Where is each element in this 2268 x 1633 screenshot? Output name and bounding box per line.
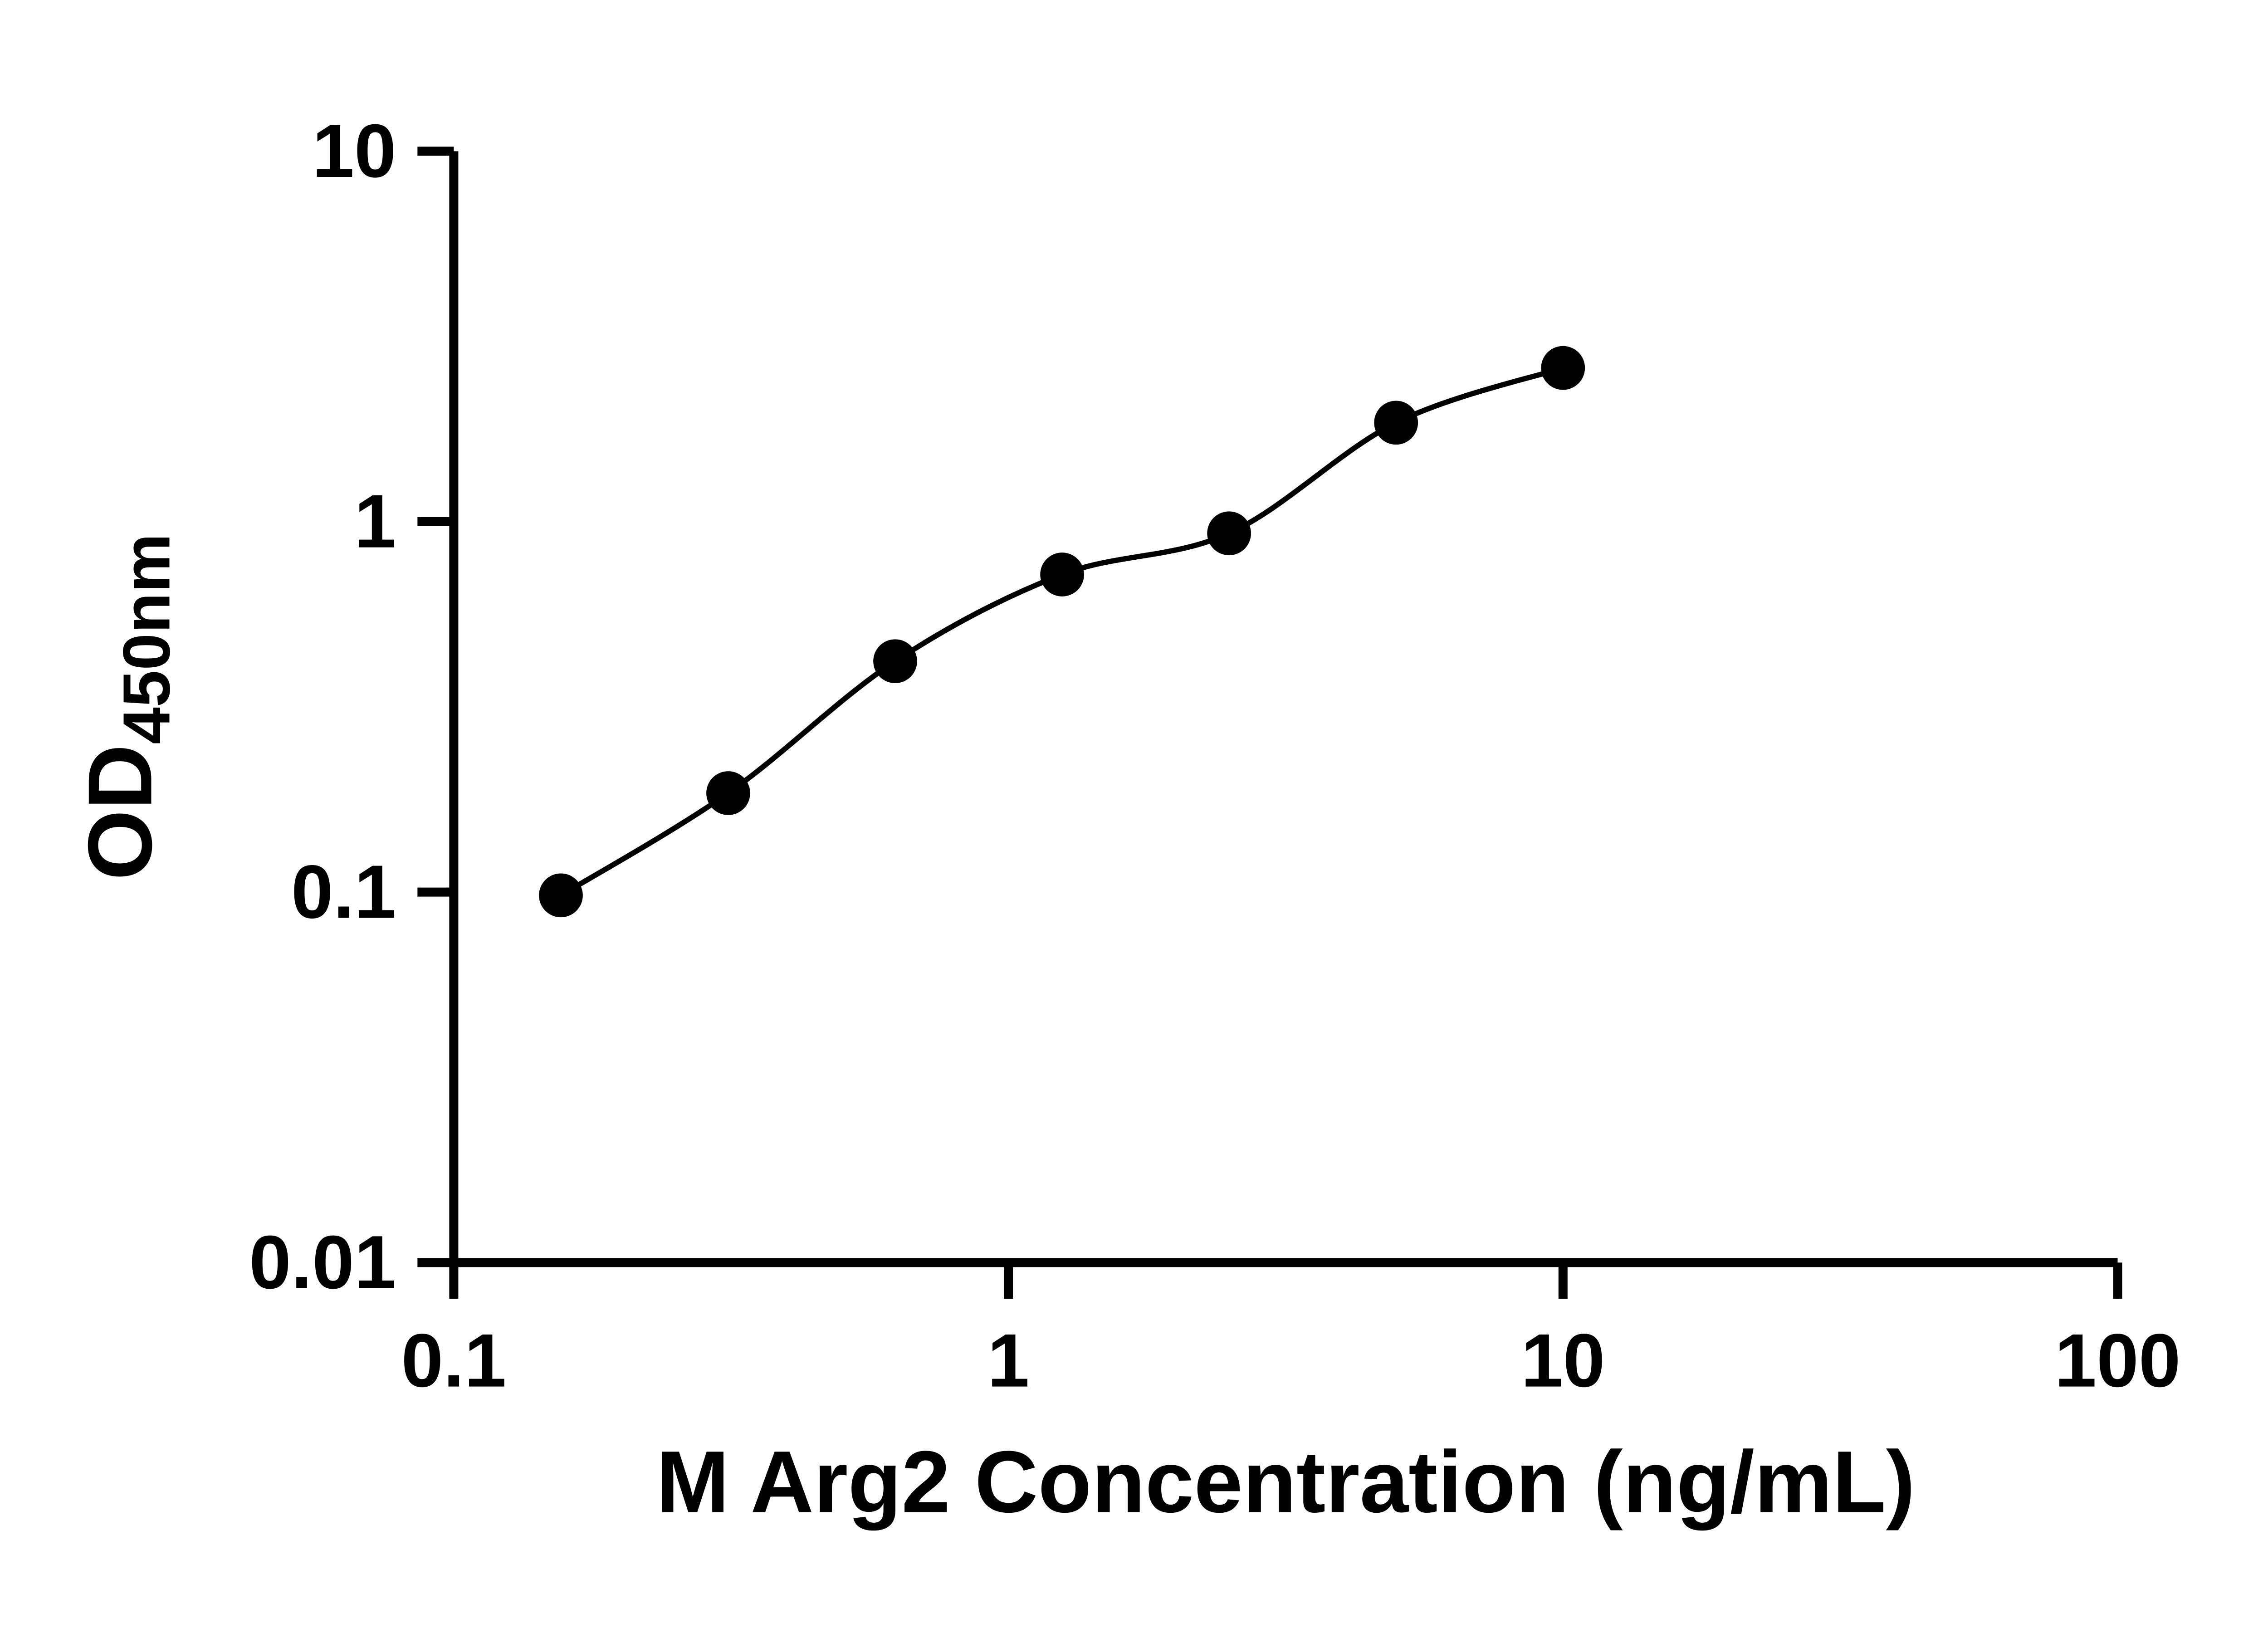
x-tick-label: 10 (1521, 1319, 1605, 1403)
y-tick-label: 0.1 (291, 850, 396, 934)
x-axis-title: M Arg2 Concentration (ng/mL) (656, 1433, 1915, 1530)
x-tick-label: 0.1 (401, 1319, 507, 1403)
data-point (706, 771, 750, 815)
data-point (1541, 346, 1585, 390)
x-tick-label: 100 (2054, 1319, 2180, 1403)
data-point (1040, 552, 1084, 596)
y-axis-title-main: OD (69, 744, 171, 880)
axis-spine (449, 151, 2118, 1267)
data-point (873, 639, 917, 684)
y-axis-title-subscript: 450nm (109, 533, 184, 744)
y-tick-label: 0.01 (249, 1220, 396, 1305)
y-tick-label: 1 (354, 479, 396, 564)
data-point (539, 873, 583, 918)
y-axis-title: OD450nm (69, 533, 184, 880)
x-tick-label: 1 (987, 1319, 1030, 1403)
y-tick-label: 10 (312, 109, 396, 193)
data-point (1374, 401, 1418, 445)
data-point (1207, 511, 1251, 556)
standard-curve-line (559, 365, 1564, 898)
